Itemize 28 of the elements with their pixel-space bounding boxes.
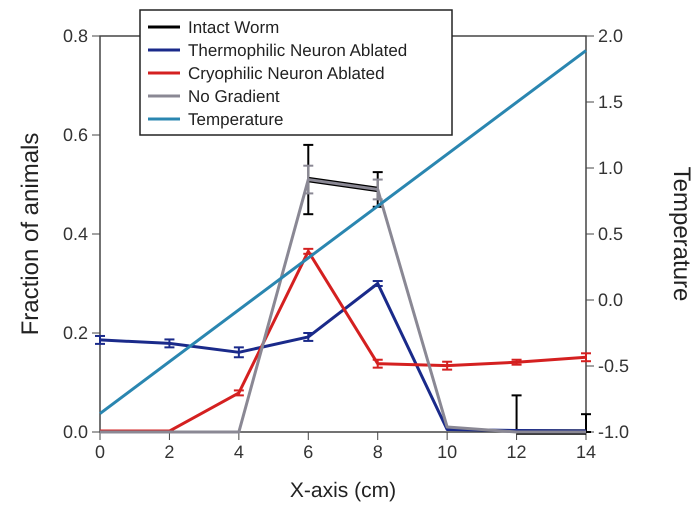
legend-label: Cryophilic Neuron Ablated bbox=[188, 64, 385, 83]
x-tick-label: 14 bbox=[576, 442, 596, 462]
legend-label: Thermophilic Neuron Ablated bbox=[188, 41, 408, 60]
legend-label: Temperature bbox=[188, 110, 284, 129]
x-tick-label: 10 bbox=[437, 442, 458, 462]
y-tick-label: 0.2 bbox=[62, 323, 88, 343]
y-tick-label: 0.4 bbox=[62, 224, 88, 244]
y-tick-label: 0.0 bbox=[62, 422, 88, 442]
x-tick-label: 8 bbox=[372, 442, 383, 462]
y-axis-title: Fraction of animals bbox=[17, 132, 44, 336]
legend-label: No Gradient bbox=[188, 87, 280, 106]
x-tick-label: 12 bbox=[506, 442, 527, 462]
y-tick-label: 0.6 bbox=[62, 125, 88, 145]
x-tick-label: 6 bbox=[303, 442, 314, 462]
y2-tick-label: -1.0 bbox=[598, 422, 630, 442]
y2-tick-label: 0.5 bbox=[598, 224, 624, 244]
y2-tick-label: 2.0 bbox=[598, 26, 624, 46]
x-tick-label: 0 bbox=[94, 442, 106, 462]
y2-tick-label: 1.0 bbox=[598, 158, 624, 178]
x-tick-label: 2 bbox=[164, 442, 174, 462]
y2-tick-label: -0.5 bbox=[598, 356, 630, 376]
x-tick-label: 4 bbox=[234, 442, 244, 462]
y2-axis-title: Temperature bbox=[668, 166, 695, 302]
x-axis-title: X-axis (cm) bbox=[290, 479, 396, 502]
y2-tick-label: 1.5 bbox=[598, 92, 624, 112]
legend-label: Intact Worm bbox=[188, 18, 280, 37]
y2-tick-label: 0.0 bbox=[598, 290, 624, 310]
y-tick-label: 0.8 bbox=[62, 26, 88, 46]
